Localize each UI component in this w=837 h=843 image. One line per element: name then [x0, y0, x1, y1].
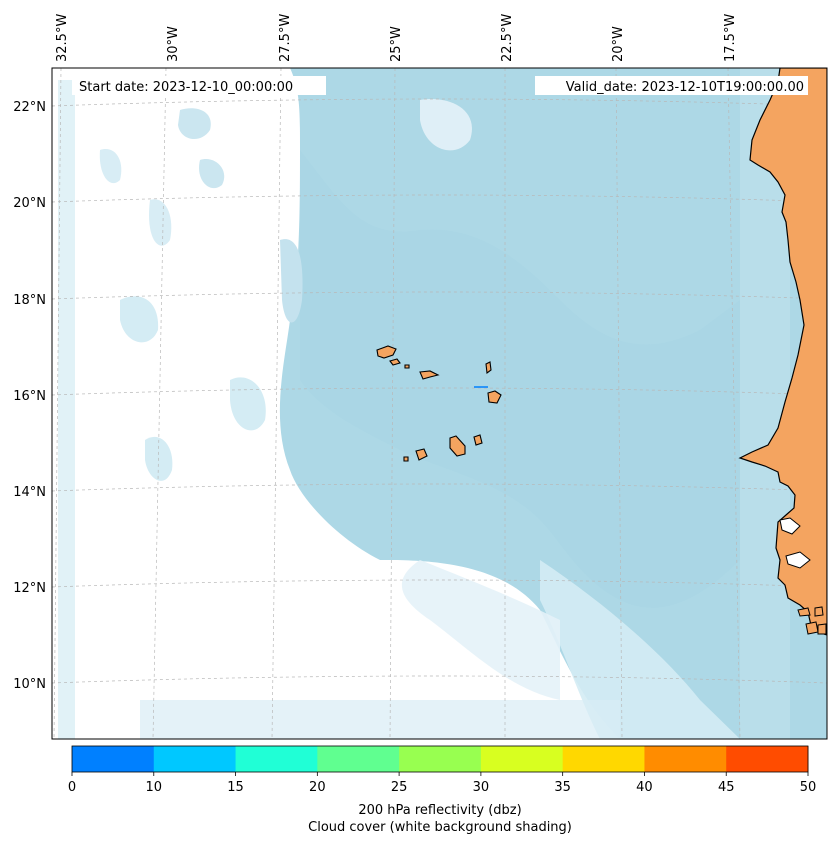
africa-land: [738, 68, 827, 636]
lon-label: 30°W: [166, 26, 181, 62]
island-maio: [473, 434, 483, 446]
island-santa-luzia: [404, 364, 410, 369]
lat-label: 18°N: [13, 293, 46, 308]
colorbar-tick-label: 40: [636, 780, 653, 795]
lat-label: 10°N: [13, 677, 46, 692]
colorbar-label-line1: 200 hPa reflectivity (dbz): [358, 803, 521, 818]
gridline-lat: [52, 483, 827, 492]
gridline-lat: [52, 387, 827, 396]
lat-label: 22°N: [13, 100, 46, 115]
island-boa-vista: [487, 390, 502, 404]
lon-label: 27.5°W: [278, 14, 293, 62]
island-sao-vicente: [389, 358, 401, 366]
colorbar-segment: [726, 746, 809, 772]
island-fogo: [415, 448, 428, 461]
gridline-lat: [52, 675, 827, 684]
colorbar: 0 10 15 20 25 30 35 40 45 50 200 hPa reflectivity…: [68, 745, 816, 835]
valid-date-box: [535, 76, 808, 95]
colorbar-segment: [72, 746, 155, 772]
gridline-lat: [52, 194, 827, 203]
colorbar-segment: [399, 746, 482, 772]
gridline-lon: [271, 68, 282, 739]
island-brava: [403, 456, 409, 462]
colorbar-segment: [317, 746, 400, 772]
island-sao-nicolau: [419, 370, 440, 380]
start-date-box: [72, 76, 326, 95]
colorbar-tick-label: 45: [718, 780, 735, 795]
island-sal: [485, 361, 492, 375]
island-santiago: [449, 435, 466, 457]
colorbar-tick-label: 35: [554, 780, 571, 795]
start-date-label: Start date: 2023-12-10_00:00:00: [79, 80, 293, 95]
colorbar-ticks: 0 10 15 20 25 30 35 40 45 50: [68, 772, 816, 795]
bijagos-islands: [797, 606, 827, 635]
coastal-inlet: [785, 551, 811, 569]
gridline-lat: [52, 98, 827, 107]
colorbar-tick-label: 15: [227, 780, 244, 795]
latitude-labels: 22°N 20°N 18°N 16°N 14°N 12°N 10°N: [13, 100, 46, 692]
cape-verde-islands: [376, 345, 502, 462]
gridline-lon: [615, 68, 623, 739]
colorbar-segment: [562, 746, 645, 772]
gridline-lon: [53, 68, 62, 739]
colorbar-tick-label: 25: [391, 780, 408, 795]
gridline-lat: [52, 579, 827, 588]
colorbar-segments: [72, 746, 809, 772]
colorbar-tick-label: 50: [800, 780, 817, 795]
gridline-lon: [152, 68, 167, 739]
lat-label: 20°N: [13, 196, 46, 211]
colorbar-segment: [644, 746, 727, 772]
lat-label: 14°N: [13, 485, 46, 500]
colorbar-tick-label: 10: [146, 780, 163, 795]
colorbar-segment: [480, 746, 564, 772]
map-panel: [52, 68, 827, 739]
lon-label: 17.5°W: [723, 14, 738, 62]
lon-label: 22.5°W: [500, 14, 515, 62]
colorbar-segment: [153, 746, 237, 772]
cloud-cover-shading: [52, 68, 827, 739]
lat-label: 12°N: [13, 581, 46, 596]
gridline-lon: [727, 68, 741, 739]
colorbar-tick-label: 20: [309, 780, 326, 795]
colorbar-tick-label: 30: [473, 780, 490, 795]
gridline-lat: [52, 291, 827, 300]
lat-label: 16°N: [13, 389, 46, 404]
colorbar-segment: [235, 746, 318, 772]
lon-label: 20°W: [611, 26, 626, 62]
island-santo-antao: [376, 345, 397, 359]
lon-label: 32.5°W: [55, 14, 70, 62]
colorbar-frame: [71, 745, 809, 773]
lon-label: 25°W: [389, 26, 404, 62]
colorbar-tick-label: 0: [68, 780, 76, 795]
map-frame: [51, 67, 828, 740]
gridline-lon: [389, 68, 396, 739]
coastal-inlet: [779, 517, 801, 535]
colorbar-label-line2: Cloud cover (white background shading): [308, 820, 572, 835]
info-overlay: Start date: 2023-12-10_00:00:00 Valid_da…: [72, 76, 808, 95]
longitude-labels: 32.5°W 30°W 27.5°W 25°W 22.5°W 20°W 17.5…: [55, 14, 738, 62]
map-gridlines: [52, 68, 827, 739]
valid-date-label: Valid_date: 2023-12-10T19:00:00.00: [566, 80, 804, 95]
